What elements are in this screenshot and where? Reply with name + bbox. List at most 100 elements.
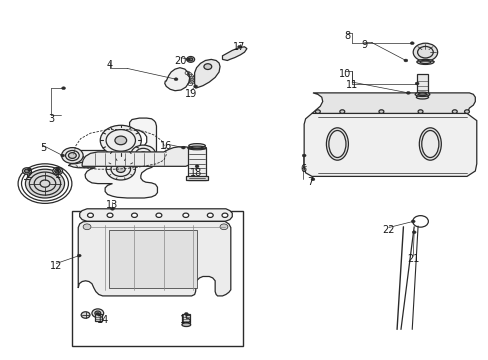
Ellipse shape (325, 128, 347, 160)
Circle shape (411, 231, 415, 234)
Bar (72, 211, 242, 346)
Text: 9: 9 (361, 40, 366, 50)
Polygon shape (304, 113, 476, 176)
Text: 3: 3 (48, 114, 54, 124)
Circle shape (339, 110, 344, 113)
Circle shape (310, 178, 314, 181)
Circle shape (56, 168, 60, 171)
Circle shape (27, 168, 31, 171)
Circle shape (184, 312, 188, 315)
Circle shape (410, 220, 414, 223)
Circle shape (220, 224, 227, 230)
Circle shape (406, 91, 409, 94)
Text: 20: 20 (174, 56, 187, 66)
Circle shape (140, 152, 146, 156)
Ellipse shape (183, 323, 189, 325)
Circle shape (81, 312, 90, 318)
Circle shape (110, 207, 114, 210)
Bar (95, 314, 102, 321)
Ellipse shape (328, 130, 345, 158)
Circle shape (417, 110, 422, 113)
Text: 22: 22 (382, 225, 394, 235)
Circle shape (414, 82, 418, 85)
Text: 14: 14 (96, 315, 109, 325)
Circle shape (156, 213, 162, 217)
Circle shape (131, 213, 137, 217)
Circle shape (106, 158, 135, 180)
Circle shape (83, 224, 91, 230)
Circle shape (451, 110, 456, 113)
Circle shape (96, 312, 100, 315)
Ellipse shape (418, 128, 440, 160)
Circle shape (193, 85, 197, 88)
Ellipse shape (182, 323, 190, 327)
Text: 21: 21 (406, 254, 419, 264)
Polygon shape (222, 47, 246, 60)
Circle shape (22, 168, 31, 174)
Polygon shape (82, 147, 196, 166)
Ellipse shape (415, 95, 427, 99)
Circle shape (77, 254, 81, 257)
Circle shape (409, 42, 413, 45)
Circle shape (174, 78, 178, 81)
Polygon shape (78, 221, 230, 296)
Circle shape (92, 309, 103, 318)
Circle shape (55, 169, 61, 173)
Text: 7: 7 (307, 177, 313, 187)
Circle shape (181, 146, 185, 149)
Circle shape (222, 213, 227, 217)
Bar (416, 74, 427, 95)
Polygon shape (194, 59, 220, 88)
Polygon shape (164, 68, 189, 91)
Circle shape (131, 145, 155, 163)
Text: 2: 2 (26, 170, 32, 180)
Text: 12: 12 (50, 261, 62, 271)
Circle shape (203, 64, 211, 69)
Circle shape (24, 169, 29, 173)
Circle shape (183, 213, 188, 217)
Text: 1: 1 (55, 170, 61, 180)
Text: 8: 8 (344, 31, 349, 41)
Circle shape (61, 148, 83, 163)
Text: 15: 15 (179, 315, 192, 325)
Text: 6: 6 (300, 164, 305, 174)
Polygon shape (68, 118, 157, 198)
Text: 10: 10 (338, 69, 350, 79)
Circle shape (53, 167, 62, 175)
Circle shape (87, 213, 93, 217)
Text: 16: 16 (160, 141, 172, 151)
Text: 17: 17 (233, 42, 245, 52)
Circle shape (68, 153, 76, 158)
Circle shape (25, 169, 64, 198)
Circle shape (378, 110, 383, 113)
Circle shape (115, 136, 126, 145)
Circle shape (207, 213, 213, 217)
Circle shape (195, 165, 199, 168)
Ellipse shape (188, 144, 205, 148)
Ellipse shape (414, 92, 429, 96)
Text: 11: 11 (345, 80, 358, 90)
Circle shape (464, 110, 468, 113)
Polygon shape (80, 209, 232, 221)
Circle shape (95, 311, 101, 315)
Bar (182, 314, 190, 323)
Bar (108, 230, 196, 288)
Bar (187, 148, 206, 180)
Text: 19: 19 (184, 89, 197, 99)
Text: 4: 4 (107, 60, 113, 70)
Circle shape (61, 87, 65, 90)
Circle shape (107, 213, 113, 217)
Circle shape (186, 57, 194, 62)
Ellipse shape (421, 130, 438, 158)
Bar (185, 176, 208, 180)
Text: 18: 18 (189, 168, 202, 178)
Text: 13: 13 (106, 200, 119, 210)
Circle shape (403, 59, 407, 62)
Circle shape (412, 43, 437, 61)
Circle shape (237, 45, 241, 48)
Circle shape (61, 154, 64, 157)
Circle shape (315, 110, 320, 113)
Polygon shape (311, 93, 474, 113)
Ellipse shape (416, 59, 433, 64)
Text: 5: 5 (40, 143, 46, 153)
